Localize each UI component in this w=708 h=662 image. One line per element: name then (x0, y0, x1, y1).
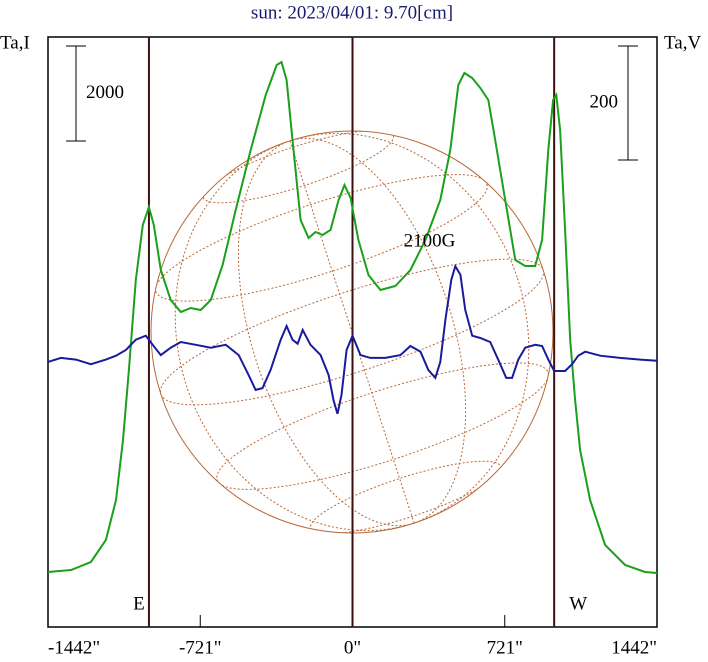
annotation: 2100G (404, 231, 456, 252)
chart-title: sun: 2023/04/01: 9.70[cm] (251, 2, 453, 23)
x-tick-label: 721" (487, 637, 523, 658)
x-tick-label: -1442" (48, 637, 100, 658)
scale-bar-label: 200 (590, 91, 619, 112)
x-tick-label: 0" (344, 637, 361, 658)
y-axis-label: Ta,I (0, 32, 30, 53)
x-tick-label: 1442" (611, 637, 657, 658)
y2-axis-label: Ta,V (664, 32, 701, 53)
x-tick-label: -721" (179, 637, 222, 658)
series-line (47, 60, 658, 574)
scale-bar-label: 2000 (86, 82, 124, 103)
limb-label: E (133, 593, 145, 614)
limb-label: W (569, 593, 587, 614)
series-line (47, 263, 658, 415)
